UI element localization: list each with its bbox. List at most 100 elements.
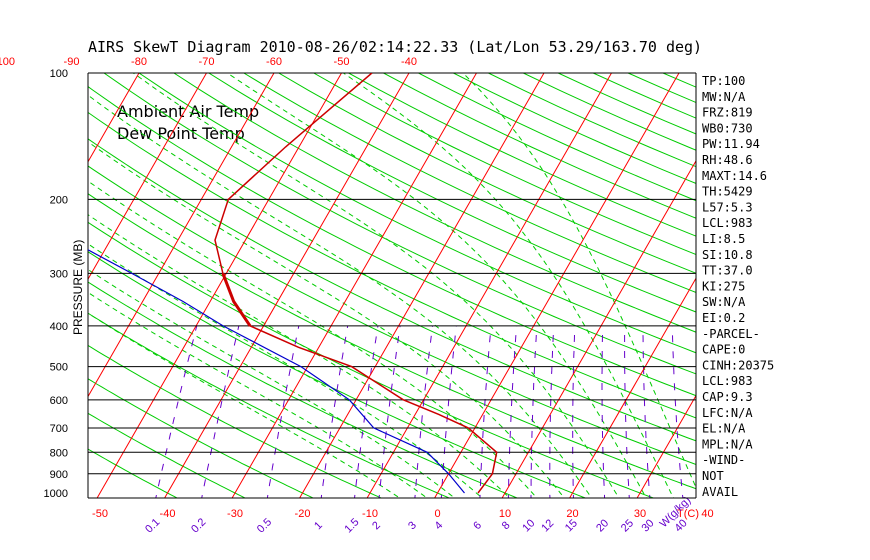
isotherm	[569, 277, 696, 498]
ambient-air-temp-line	[214, 73, 498, 494]
index-entry: LFC:N/A	[702, 406, 753, 420]
index-entry: MPL:N/A	[702, 437, 753, 451]
moist-adiabat	[88, 312, 401, 498]
mixing-ratio-line	[354, 325, 379, 498]
pressure-tick-500: 500	[50, 362, 68, 374]
isotherm	[88, 73, 207, 281]
top-temp-tick: -80	[131, 56, 147, 68]
mixing-ratio-line	[572, 325, 576, 498]
dry-adiabat	[173, 73, 696, 333]
mixing-ratio-line	[642, 325, 651, 498]
index-entry: WB0:730	[702, 121, 753, 135]
index-entry: CAP:9.3	[702, 390, 753, 404]
isotherm	[501, 159, 696, 498]
pressure-tick-800: 800	[50, 447, 68, 459]
temp-unit-label: T(C)	[677, 508, 699, 520]
mixing-ratio-line	[414, 325, 433, 498]
isotherm	[366, 73, 612, 498]
mixing-ratio-line	[378, 325, 401, 498]
isotherm	[88, 73, 140, 163]
dry-adiabat	[313, 73, 696, 256]
dry-adiabat	[418, 73, 696, 202]
mixing-ratio-tick: 0.2	[189, 516, 208, 535]
dry-adiabat	[488, 73, 696, 168]
bottom-temp-tick: 40	[701, 508, 713, 520]
moist-adiabat	[88, 214, 511, 498]
index-entry: KI:275	[702, 279, 745, 293]
mixing-ratio-line	[507, 325, 518, 498]
pressure-tick-200: 200	[50, 194, 68, 206]
mixing-ratio-tick: 2	[370, 519, 383, 532]
moist-adiabat	[88, 243, 483, 498]
bottom-temp-tick: -10	[362, 508, 378, 520]
index-entry: TT:37.0	[702, 264, 753, 278]
moist-adiabat	[88, 180, 538, 498]
dry-adiabat	[103, 73, 696, 375]
mixing-ratio-line	[671, 325, 684, 498]
dry-adiabat	[88, 193, 696, 490]
pressure-tick-600: 600	[50, 395, 68, 407]
index-entry: -WIND-	[702, 453, 745, 467]
mixing-ratio-tick: 12	[539, 517, 556, 534]
index-entry: EL:N/A	[702, 422, 746, 436]
isotherm	[299, 73, 545, 498]
mixing-ratio-line	[320, 325, 349, 498]
mixing-ratio-line	[155, 325, 198, 498]
index-entry: MAXT:14.6	[702, 169, 767, 183]
dry-adiabat	[208, 73, 696, 313]
bottom-temp-tick: 30	[634, 508, 646, 520]
dry-adiabat	[453, 73, 696, 185]
top-temp-tick: -90	[64, 56, 80, 68]
dry-adiabat	[88, 412, 247, 498]
bottom-temp-tick: -40	[160, 508, 176, 520]
mixing-ratio-tick: 6	[471, 519, 484, 532]
dry-adiabat	[88, 281, 519, 498]
index-entry: TP:100	[702, 74, 745, 88]
dry-adiabat	[138, 73, 696, 354]
pressure-tick-1000: 1000	[44, 488, 68, 500]
moist-adiabat	[226, 73, 647, 498]
moist-adiabat	[133, 73, 620, 498]
legend-dew-point-temp: Dew Point Temp	[117, 124, 245, 143]
moist-adiabat	[462, 73, 696, 489]
dry-adiabat	[88, 251, 587, 498]
dry-adiabat	[662, 73, 696, 88]
mixing-ratio-line	[601, 325, 606, 498]
bottom-temp-tick: -30	[227, 508, 243, 520]
mixing-ratio-line	[479, 325, 492, 498]
index-entry: CAPE:0	[702, 343, 745, 357]
index-entry: MW:N/A	[702, 90, 746, 104]
pressure-tick-100: 100	[50, 68, 68, 80]
index-entry: LCL:983	[702, 374, 753, 388]
mixing-ratio-tick: 20	[594, 517, 611, 534]
index-entry: AVAIL	[702, 485, 738, 499]
mixing-ratio-line	[266, 325, 300, 498]
index-entry: RH:48.6	[702, 153, 753, 167]
moist-adiabat	[88, 94, 593, 498]
isotherm	[0, 73, 4, 502]
top-temp-tick: -100	[0, 56, 15, 68]
mixing-ratio-tick: 4	[433, 519, 446, 532]
index-entry: L57:5.3	[702, 200, 753, 214]
isotherm	[636, 394, 696, 498]
index-entry: PW:11.94	[702, 137, 760, 151]
dry-adiabat	[88, 138, 696, 442]
mixing-ratio-line	[440, 325, 457, 498]
top-temp-tick: -50	[334, 56, 350, 68]
isotherm	[0, 73, 72, 502]
mixing-ratio-line	[624, 325, 630, 498]
chart-title: AIRS SkewT Diagram 2010-08-26/02:14:22.3…	[88, 38, 702, 56]
bottom-temp-tick: 0	[434, 508, 440, 520]
isotherm	[434, 73, 680, 498]
mixing-ratio-tick: 1.5	[342, 516, 361, 535]
top-temp-tick: -70	[199, 56, 215, 68]
moist-adiabat	[88, 141, 565, 498]
index-entry: TH:5429	[702, 185, 753, 199]
bottom-temp-tick: -50	[92, 508, 108, 520]
index-entry: SI:10.8	[702, 248, 753, 262]
pressure-tick-900: 900	[50, 469, 68, 481]
dry-adiabat	[88, 448, 179, 498]
dry-adiabat	[88, 221, 655, 498]
mixing-ratio-line	[530, 325, 538, 498]
bottom-temp-tick: 10	[499, 508, 511, 520]
